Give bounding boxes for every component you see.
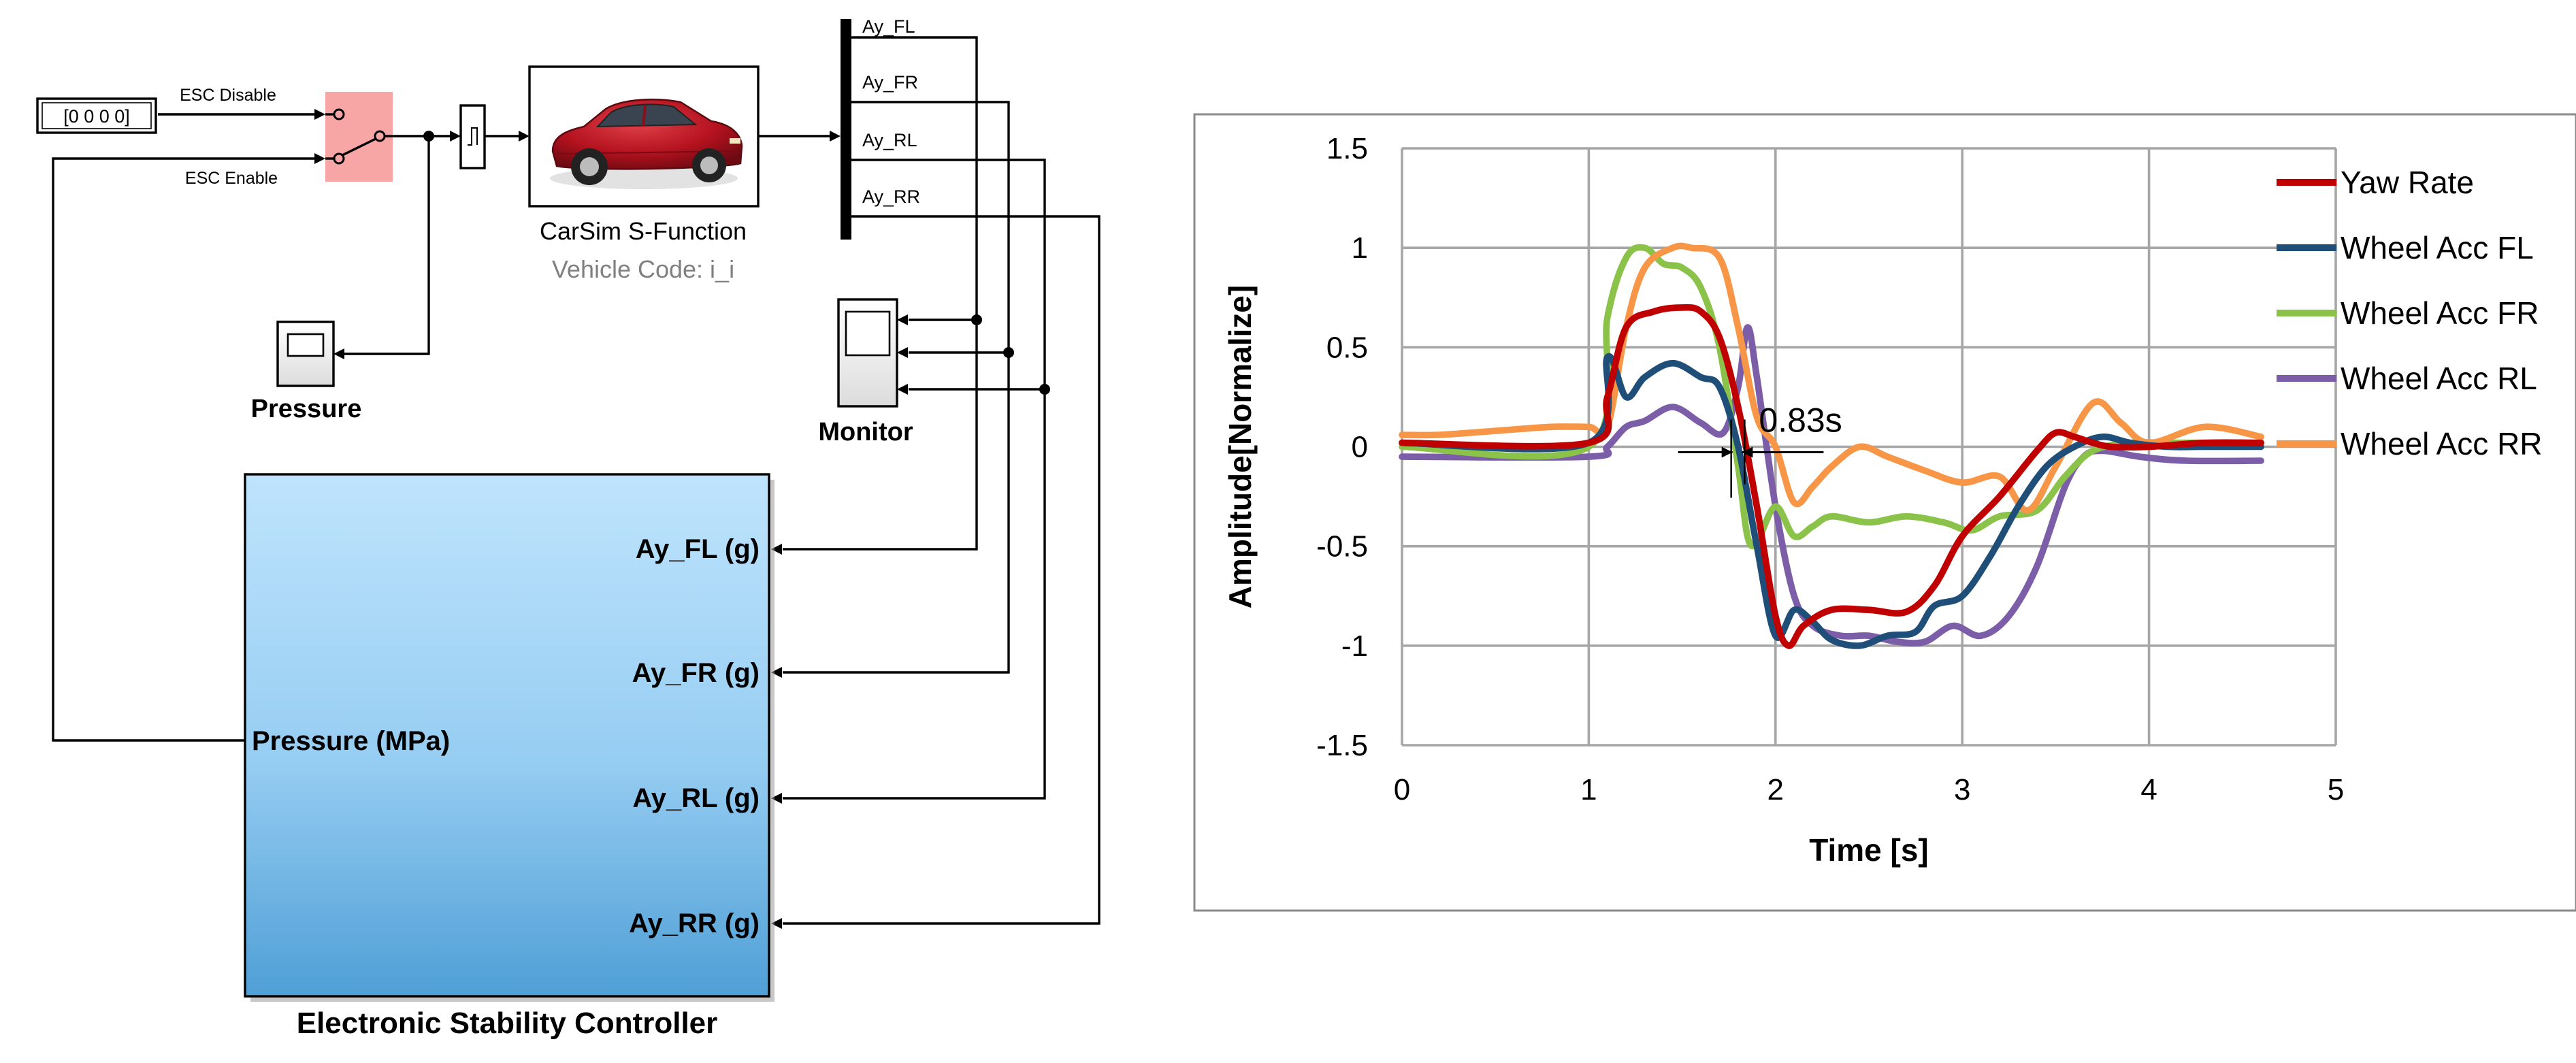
constant-block[interactable]: [0 0 0 0] <box>36 97 157 134</box>
mux-out-ay-fl: Ay_FL <box>862 16 915 37</box>
x-tick-label: 0 <box>1394 773 1410 806</box>
y-tick-label: -1.5 <box>1316 729 1368 762</box>
chart-legend: Yaw Rate Wheel Acc FL Wheel Acc FR Wheel Ac… <box>2277 165 2543 461</box>
x-tick-label: 3 <box>1954 773 1970 806</box>
simulink-diagram: [0 0 0 0] ESC Disable ESC Enable <box>36 16 1100 1040</box>
legend-label: Wheel Acc FR <box>2341 295 2539 331</box>
chart-series-lines <box>1399 242 2264 649</box>
esc-controller-subsystem[interactable]: Ay_FL (g) Ay_FR (g) Ay_RL (g) Ay_RR (g) … <box>244 473 775 1002</box>
legend-label: Yaw Rate <box>2341 165 2474 200</box>
chart-x-axis-label: Time [s] <box>1809 832 1929 868</box>
rate-transition-block[interactable] <box>459 104 486 169</box>
controller-port-ay-fl: Ay_FL (g) <box>636 534 760 564</box>
x-tick-label: 4 <box>2140 773 2157 806</box>
controller-port-ay-fr: Ay_FR (g) <box>632 658 760 688</box>
esc-manual-switch[interactable] <box>325 92 393 182</box>
monitor-scope-label: Monitor <box>818 418 913 446</box>
monitor-scope[interactable] <box>837 298 898 408</box>
controller-port-ay-rl: Ay_RL (g) <box>632 783 760 813</box>
x-tick-label: 2 <box>1767 773 1784 806</box>
esc-disable-label: ESC Disable <box>180 86 276 105</box>
constant-value: [0 0 0 0] <box>63 106 130 127</box>
controller-title: Electronic Stability Controller <box>297 1007 718 1040</box>
wire-to-pressure-scope <box>344 136 430 355</box>
mux-out-ay-rr: Ay_RR <box>862 186 920 207</box>
chart-annotation: 0.83s <box>1678 402 1842 498</box>
carsim-vehicle-code: Vehicle Code: i_i <box>552 255 734 283</box>
y-tick-label: 0.5 <box>1326 331 1368 364</box>
chart-y-axis-label: Amplitude[Normalize] <box>1222 285 1258 608</box>
esc-enable-label: ESC Enable <box>185 169 278 188</box>
y-tick-label: 1.5 <box>1326 132 1368 165</box>
pressure-scope-label: Pressure <box>251 395 362 423</box>
signal-wires <box>52 36 1100 929</box>
x-tick-label: 1 <box>1580 773 1597 806</box>
x-tick-label: 5 <box>2328 773 2344 806</box>
legend-label: Wheel Acc RR <box>2341 426 2543 461</box>
y-tick-label: 1 <box>1352 231 1368 265</box>
chart-panel: 0 1 2 3 4 5 1.5 1 0.5 0 -0.5 -1 -1.5 0.83s Yaw Rate W… <box>1193 113 2576 912</box>
pressure-scope[interactable] <box>276 321 335 387</box>
y-tick-label: -1 <box>1341 629 1368 663</box>
demux-bar[interactable] <box>841 19 851 240</box>
annotation-label: 0.83s <box>1759 402 1842 440</box>
legend-label: Wheel Acc FL <box>2341 230 2534 265</box>
legend-label: Wheel Acc RL <box>2341 361 2537 396</box>
y-tick-label: 0 <box>1352 431 1368 464</box>
y-tick-label: -0.5 <box>1316 530 1368 563</box>
mux-out-ay-rl: Ay_RL <box>862 130 917 150</box>
chart-tick-labels: 0 1 2 3 4 5 1.5 1 0.5 0 -0.5 -1 -1.5 <box>1316 132 2344 806</box>
mux-out-ay-fr: Ay_FR <box>862 72 918 93</box>
controller-port-pressure: Pressure (MPa) <box>252 726 450 756</box>
carsim-s-function-block[interactable]: CarSim S-Function Vehicle Code: i_i <box>528 65 760 283</box>
series-line-wheel-acc-fr <box>1399 244 2264 549</box>
series-line-wheel-acc-fl <box>1399 353 2264 649</box>
car-image <box>550 98 743 189</box>
series-line-yaw-rate <box>1399 304 2264 649</box>
controller-port-ay-rr: Ay_RR (g) <box>629 909 760 938</box>
carsim-block-title: CarSim S-Function <box>540 217 747 245</box>
wire-pressure-feedback <box>52 157 316 742</box>
